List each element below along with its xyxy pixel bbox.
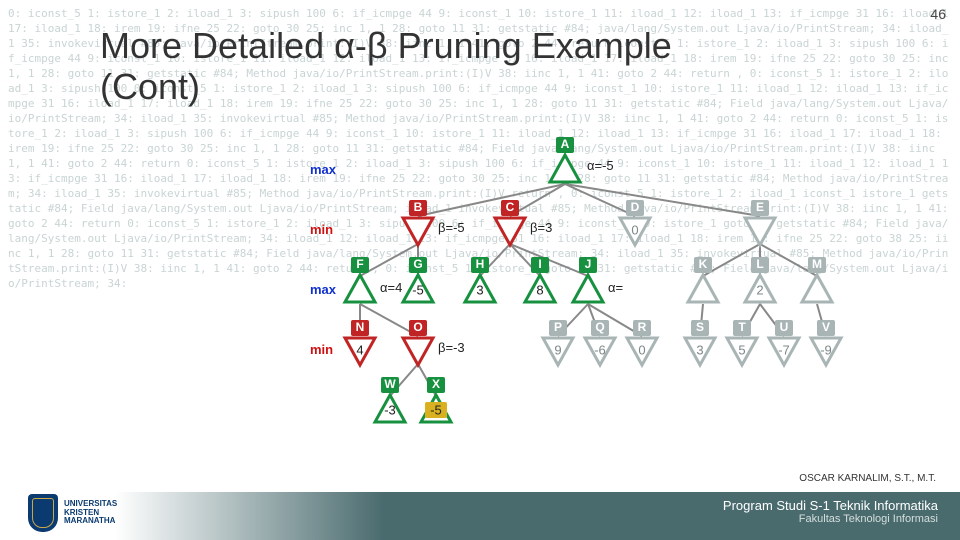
svg-text:M: M bbox=[812, 257, 822, 271]
svg-text:P: P bbox=[554, 320, 562, 334]
svg-text:C: C bbox=[506, 200, 515, 214]
slide-number: 46 bbox=[930, 6, 946, 22]
svg-text:F: F bbox=[356, 257, 363, 271]
svg-text:D: D bbox=[631, 200, 640, 214]
svg-text:V: V bbox=[822, 320, 830, 334]
svg-text:α=4: α=4 bbox=[380, 280, 402, 295]
svg-text:E: E bbox=[756, 200, 764, 214]
svg-text:J: J bbox=[585, 257, 592, 271]
svg-text:0: 0 bbox=[638, 342, 645, 357]
svg-text:N: N bbox=[356, 320, 365, 334]
svg-text:K: K bbox=[699, 257, 708, 271]
svg-text:β=3: β=3 bbox=[530, 220, 552, 235]
svg-text:-5: -5 bbox=[412, 282, 424, 297]
svg-text:L: L bbox=[756, 257, 763, 271]
level-label-4: min bbox=[310, 342, 333, 357]
faculty-name: Fakultas Teknologi Informasi bbox=[723, 513, 938, 525]
footer-right: Program Studi S-1 Teknik Informatika Fak… bbox=[723, 498, 938, 525]
svg-text:5: 5 bbox=[738, 342, 745, 357]
svg-text:0: 0 bbox=[631, 222, 638, 237]
footer-bar: UNIVERSITASKRISTENMARANATHA Program Stud… bbox=[0, 492, 960, 540]
svg-text:X: X bbox=[432, 377, 440, 391]
svg-text:3: 3 bbox=[696, 342, 703, 357]
svg-text:-9: -9 bbox=[820, 342, 832, 357]
university-logo: UNIVERSITASKRISTENMARANATHA bbox=[28, 494, 117, 532]
svg-text:U: U bbox=[780, 320, 789, 334]
svg-text:G: G bbox=[413, 257, 422, 271]
svg-text:B: B bbox=[414, 200, 423, 214]
svg-text:S: S bbox=[696, 320, 704, 334]
svg-text:Q: Q bbox=[595, 320, 604, 334]
title-line-1: More Detailed α-β Pruning Example bbox=[100, 25, 672, 66]
program-name: Program Studi S-1 Teknik Informatika bbox=[723, 498, 938, 513]
svg-text:H: H bbox=[476, 257, 485, 271]
svg-text:β=-3: β=-3 bbox=[438, 340, 465, 355]
svg-text:T: T bbox=[738, 320, 746, 334]
svg-text:I: I bbox=[538, 257, 541, 271]
title-line-2: (Cont) bbox=[100, 66, 200, 107]
svg-text:β=-5: β=-5 bbox=[438, 220, 465, 235]
svg-text:9: 9 bbox=[554, 342, 561, 357]
svg-text:W: W bbox=[384, 377, 396, 391]
svg-text:A: A bbox=[561, 137, 570, 151]
svg-text:-3: -3 bbox=[384, 402, 396, 417]
level-label-3: max bbox=[310, 282, 336, 297]
svg-text:-7: -7 bbox=[778, 342, 790, 357]
svg-text:3: 3 bbox=[476, 282, 483, 297]
svg-text:2: 2 bbox=[756, 282, 763, 297]
svg-text:4: 4 bbox=[356, 342, 363, 357]
shield-icon bbox=[28, 494, 58, 532]
svg-text:8: 8 bbox=[536, 282, 543, 297]
svg-text:α=-5: α=-5 bbox=[587, 158, 614, 173]
svg-text:α=: α= bbox=[608, 280, 623, 295]
university-name: UNIVERSITASKRISTENMARANATHA bbox=[64, 500, 117, 525]
level-label-2: min bbox=[310, 222, 333, 237]
svg-text:O: O bbox=[413, 320, 422, 334]
svg-text:-5: -5 bbox=[430, 402, 442, 417]
slide-title: More Detailed α-β Pruning Example (Cont) bbox=[100, 25, 672, 108]
svg-text:R: R bbox=[638, 320, 647, 334]
presenter-name: OSCAR KARNALIM, S.T., M.T. bbox=[799, 473, 936, 484]
svg-text:-6: -6 bbox=[594, 342, 606, 357]
level-label-1: max bbox=[310, 162, 336, 177]
